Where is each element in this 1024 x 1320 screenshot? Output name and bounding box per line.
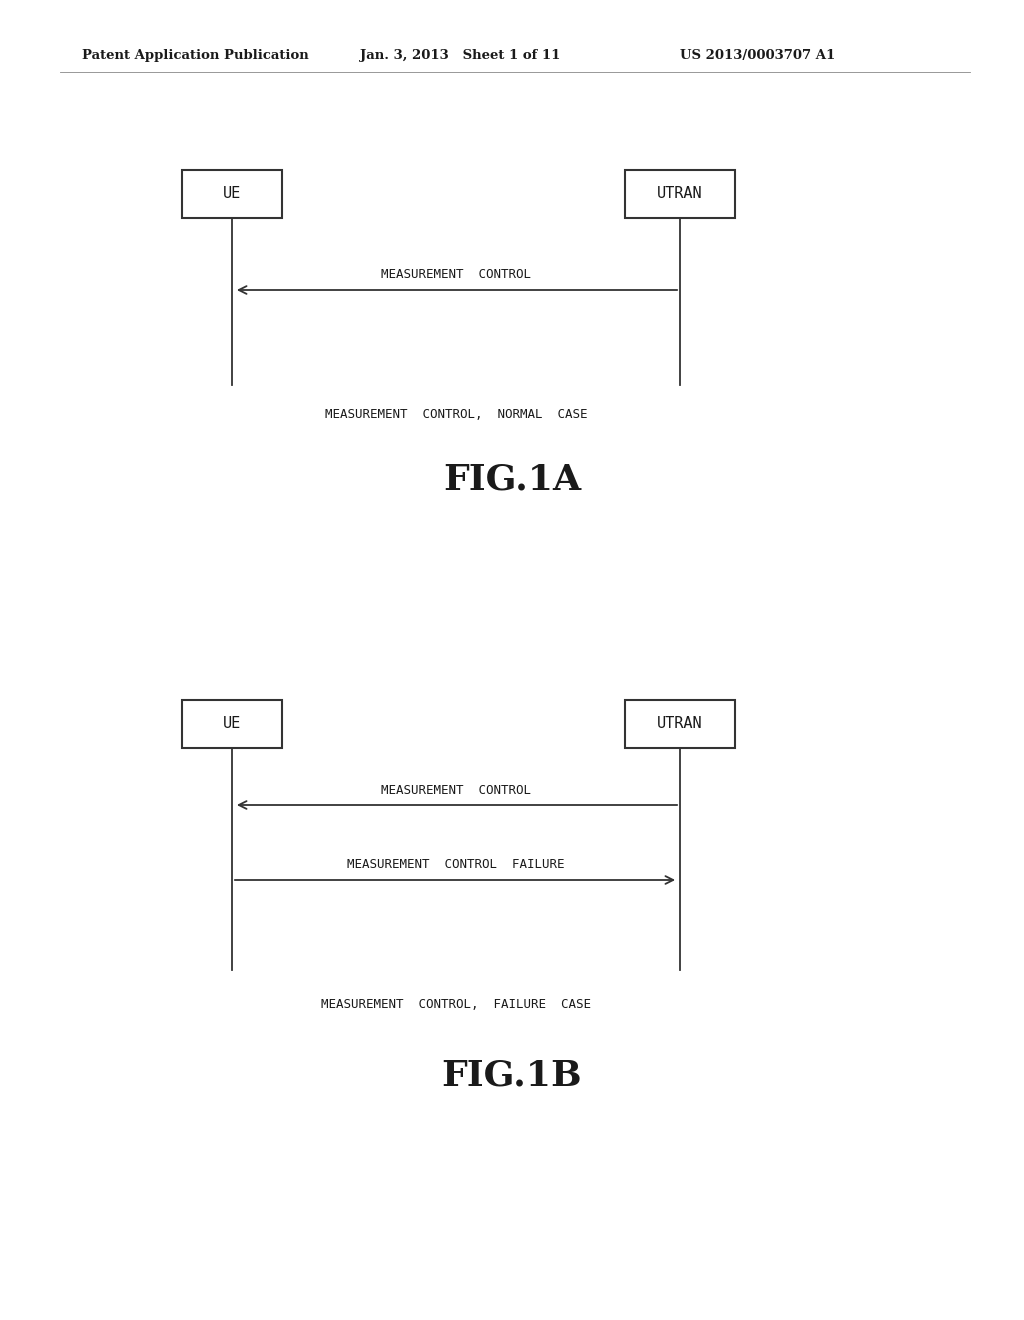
Bar bbox=[182, 700, 282, 748]
Bar bbox=[625, 170, 735, 218]
Text: MEASUREMENT  CONTROL,  FAILURE  CASE: MEASUREMENT CONTROL, FAILURE CASE bbox=[321, 998, 591, 1011]
Text: UTRAN: UTRAN bbox=[657, 186, 702, 202]
Text: US 2013/0003707 A1: US 2013/0003707 A1 bbox=[680, 49, 836, 62]
Text: FIG.1A: FIG.1A bbox=[443, 463, 581, 498]
Text: Patent Application Publication: Patent Application Publication bbox=[82, 49, 309, 62]
Text: MEASUREMENT  CONTROL: MEASUREMENT CONTROL bbox=[381, 268, 531, 281]
Bar bbox=[625, 700, 735, 748]
Text: FIG.1B: FIG.1B bbox=[441, 1059, 583, 1092]
Text: MEASUREMENT  CONTROL,  NORMAL  CASE: MEASUREMENT CONTROL, NORMAL CASE bbox=[325, 408, 587, 421]
Text: Jan. 3, 2013   Sheet 1 of 11: Jan. 3, 2013 Sheet 1 of 11 bbox=[360, 49, 560, 62]
Text: UTRAN: UTRAN bbox=[657, 717, 702, 731]
Text: UE: UE bbox=[223, 717, 241, 731]
Text: MEASUREMENT  CONTROL  FAILURE: MEASUREMENT CONTROL FAILURE bbox=[347, 858, 565, 871]
Bar bbox=[182, 170, 282, 218]
Text: MEASUREMENT  CONTROL: MEASUREMENT CONTROL bbox=[381, 784, 531, 796]
Text: UE: UE bbox=[223, 186, 241, 202]
